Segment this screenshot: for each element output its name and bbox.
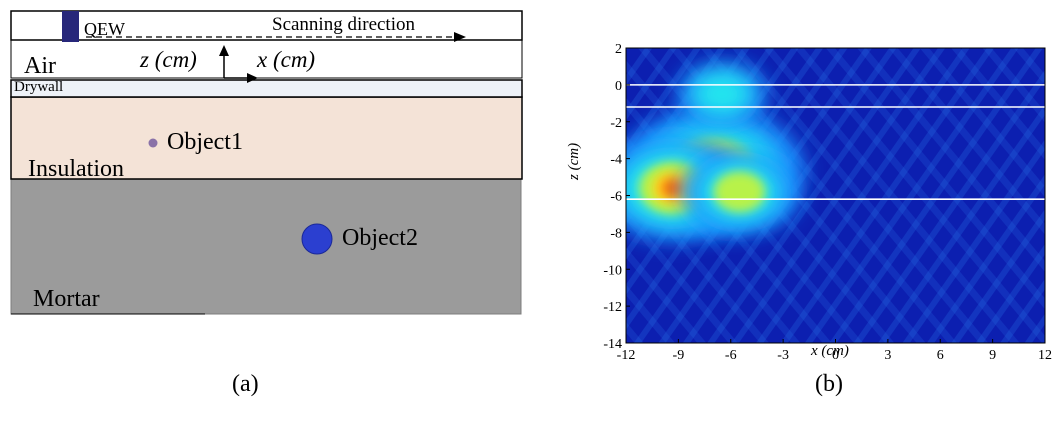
qew-probe [62, 11, 79, 42]
heatmap-plot-area [626, 48, 1045, 343]
x-axis-title: x (cm) [811, 343, 849, 359]
drywall-label: Drywall [14, 79, 64, 95]
insulation-layer [10, 96, 523, 180]
y-tick-label: 0 [615, 79, 622, 94]
antenna-band [10, 10, 523, 41]
y-tick-label: -8 [610, 226, 622, 241]
heatmap-chart: -12 -9 -6 -3 0 3 6 9 12 20-2-4-6-8-10-12-14 [603, 42, 1052, 363]
y-tick-label: -14 [603, 337, 622, 352]
x-tick-label: 9 [989, 348, 996, 363]
panel-b-caption: (b) [815, 371, 843, 397]
x-axis-label: x (cm) [257, 47, 316, 72]
mortar-label: Mortar [33, 286, 100, 312]
x-tick-label: 3 [884, 348, 891, 363]
x-tick-label: -6 [725, 348, 737, 363]
x-tick-label: 6 [937, 348, 944, 363]
air-label: Air [24, 53, 56, 79]
y-tick-label: -10 [603, 263, 622, 278]
qew-label: QEW [84, 19, 125, 39]
x-tick-label: -9 [673, 348, 685, 363]
y-tick-label: -6 [610, 190, 622, 205]
object1-marker [148, 138, 158, 148]
panel-a-caption: (a) [232, 371, 259, 397]
panel-a-diagram [10, 10, 523, 315]
object2-label: Object2 [342, 225, 418, 251]
air-layer [10, 39, 523, 79]
x-tick-label: 0 [832, 348, 839, 363]
drywall-layer [10, 79, 523, 98]
scanning-direction-label: Scanning direction [272, 14, 415, 35]
heat-hotspot-2-layer-5 [662, 178, 685, 198]
y-tick-label: 2 [615, 42, 622, 57]
heat-hotspot-3-layer-3 [713, 171, 766, 213]
y-tick-label: -4 [610, 153, 622, 168]
object1-label: Object1 [167, 129, 243, 155]
x-tick-label: -12 [617, 348, 636, 363]
x-tick-label: -3 [777, 348, 789, 363]
y-tick-label: -2 [610, 116, 622, 131]
heat-hotspot-4-layer-2 [691, 71, 753, 117]
x-tick-label: 12 [1038, 348, 1052, 363]
z-axis-label: z (cm) [140, 47, 197, 72]
insulation-label: Insulation [28, 156, 124, 182]
mortar-layer [11, 179, 521, 314]
object2-marker [301, 223, 333, 255]
y-axis-title: z (cm) [566, 142, 582, 180]
y-tick-label: -12 [603, 300, 622, 315]
